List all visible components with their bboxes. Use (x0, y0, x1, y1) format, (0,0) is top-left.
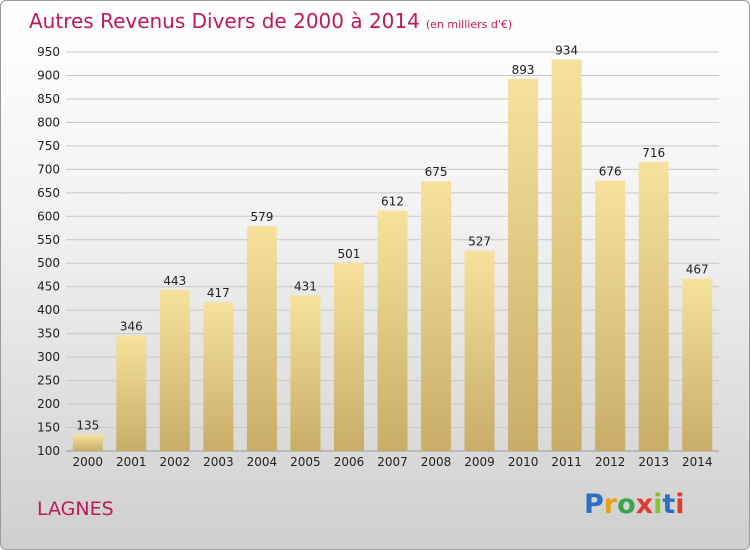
x-tick-label: 2011 (551, 455, 582, 469)
y-tick-label: 150 (37, 421, 60, 435)
y-tick-label: 600 (37, 209, 60, 223)
bars (72, 59, 713, 451)
x-tick-label: 2000 (72, 455, 103, 469)
y-tick-label: 500 (37, 256, 60, 270)
value-label: 467 (686, 263, 709, 277)
value-label: 893 (512, 63, 535, 77)
unit-text: (en milliers d'€) (425, 18, 513, 31)
bar-2013[interactable] (638, 161, 669, 451)
x-tick-label: 2006 (334, 455, 365, 469)
y-tick-label: 450 (37, 280, 60, 294)
bar-2001[interactable] (116, 335, 147, 451)
y-tick-label: 200 (37, 397, 60, 411)
y-tick-label: 900 (37, 68, 60, 82)
bar-2005[interactable] (290, 295, 321, 451)
bar-2011[interactable] (551, 59, 582, 451)
value-label: 417 (207, 286, 230, 300)
y-tick-label: 400 (37, 303, 60, 317)
x-tick-label: 2009 (464, 455, 495, 469)
value-labels: 135 346 443 417 579 431 501 612 675 527 893 934 676 7… (76, 44, 708, 433)
logo-letter: P (584, 489, 604, 520)
x-tick-label: 2005 (290, 455, 321, 469)
bar-2014[interactable] (682, 278, 713, 451)
logo-letter: i (653, 489, 663, 520)
x-tick-label: 2008 (421, 455, 452, 469)
bar-2008[interactable] (421, 181, 452, 451)
value-label: 443 (163, 274, 186, 288)
bar-2012[interactable] (595, 180, 626, 451)
bar-2002[interactable] (159, 289, 190, 451)
y-tick-label: 550 (37, 233, 60, 247)
y-tick-label: 850 (37, 92, 60, 106)
bar-2004[interactable] (246, 226, 277, 451)
y-tick-label: 950 (37, 45, 60, 59)
value-label: 135 (76, 419, 99, 433)
value-label: 934 (555, 44, 578, 58)
bar-2010[interactable] (508, 78, 539, 451)
title-text: Autres Revenus Divers de 2000 à 2014 (29, 9, 420, 33)
value-label: 676 (599, 165, 622, 179)
x-tick-label: 2013 (638, 455, 669, 469)
logo-letter: t (662, 489, 676, 520)
x-tick-label: 2007 (377, 455, 408, 469)
y-axis-ticks: 100 150 200 250 300 350 400 450 500 550 600 650 700 7… (37, 45, 60, 458)
x-tick-label: 2010 (508, 455, 539, 469)
value-label: 579 (250, 210, 273, 224)
bar-2000[interactable] (72, 434, 103, 451)
y-tick-label: 250 (37, 374, 60, 388)
logo-letter: x (635, 489, 654, 520)
x-tick-label: 2001 (116, 455, 147, 469)
y-tick-label: 100 (37, 444, 60, 458)
y-tick-label: 800 (37, 115, 60, 129)
bar-2006[interactable] (333, 262, 364, 451)
bar-2003[interactable] (203, 302, 234, 451)
x-tick-label: 2003 (203, 455, 234, 469)
proxiti-logo[interactable]: Proxiti (584, 489, 685, 520)
logo-letter: r (603, 489, 618, 520)
y-tick-label: 350 (37, 327, 60, 341)
value-label: 527 (468, 235, 491, 249)
value-label: 716 (642, 146, 665, 160)
bar-2007[interactable] (377, 210, 408, 451)
x-tick-label: 2002 (160, 455, 191, 469)
value-label: 675 (425, 165, 448, 179)
value-label: 431 (294, 280, 317, 294)
value-label: 501 (338, 247, 361, 261)
logo-letter: o (617, 489, 636, 520)
x-tick-label: 2004 (247, 455, 278, 469)
chart-title: Autres Revenus Divers de 2000 à 2014 (en … (29, 9, 512, 33)
x-tick-label: 2012 (595, 455, 626, 469)
commune-name: LAGNES (37, 498, 114, 520)
x-tick-label: 2014 (682, 455, 713, 469)
logo-letter: i (675, 489, 685, 520)
y-tick-label: 750 (37, 139, 60, 153)
bar-2009[interactable] (464, 250, 495, 451)
y-tick-label: 700 (37, 162, 60, 176)
value-label: 346 (120, 320, 143, 334)
y-tick-label: 300 (37, 350, 60, 364)
x-axis-ticks: 2000 2001 2002 2003 2004 2005 2006 2007 2008 2009… (72, 455, 712, 469)
y-tick-label: 650 (37, 186, 60, 200)
value-label: 612 (381, 195, 404, 209)
